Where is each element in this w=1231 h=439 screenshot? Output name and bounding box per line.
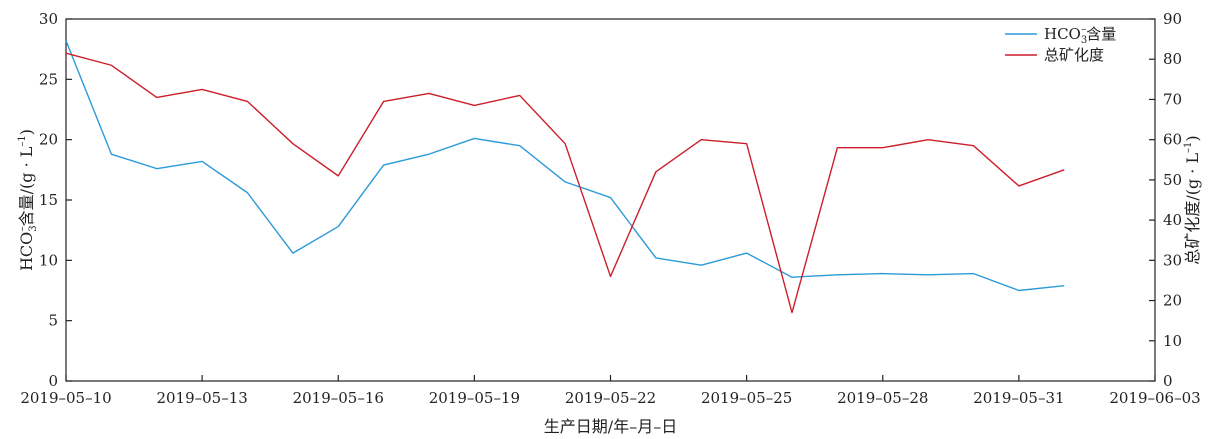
plot-frame [65,18,1156,382]
y-right-tick-label: 10 [1163,332,1182,350]
y-left-tick-label: 5 [48,312,58,330]
y-left-tick-label: 30 [39,10,58,28]
legend-label: 总矿化度 [1044,46,1104,64]
x-tick-label: 2019–05–19 [429,389,520,407]
x-tick-label: 2019–06–03 [1109,389,1200,407]
x-tick-label: 2019–05–10 [20,389,111,407]
y-left-tick-label: 0 [48,372,58,390]
x-axis-title: 生产日期/年–月–日 [544,417,677,436]
x-tick-label: 2019–05–31 [973,389,1064,407]
axes-group: 0 5 10 15 20 25 30 0 10 20 30 40 50 60 70 80 90 2019–05–1… [20,10,1200,407]
y-left-axis-title: HCO3–含量/(g · L–1) [17,129,39,271]
y-right-tick-label: 30 [1163,251,1182,269]
y-right-tick-label: 90 [1163,10,1182,28]
y-right-tick-label: 20 [1163,292,1182,310]
y-right-tick-label: 70 [1163,90,1182,108]
axis-titles: 生产日期/年–月–日 HCO3–含量/(g · L–1) 总矿化度/(g · L–1… [17,129,1202,436]
y-right-tick-label: 60 [1163,131,1182,149]
y-right-axis-title: 总矿化度/(g · L–1) [1183,135,1202,264]
y-right-tick-label: 0 [1163,372,1173,390]
y-right-tick-label: 50 [1163,171,1182,189]
y-left-tick-label: 15 [39,191,58,209]
series-line-tds [65,52,1065,314]
y-left-tick-label: 25 [39,70,58,88]
y-right-tick-label: 40 [1163,211,1182,229]
x-tick-label: 2019–05–28 [837,389,928,407]
x-tick-label: 2019–05–22 [565,389,656,407]
x-tick-label: 2019–05–16 [293,389,384,407]
legend-label: HCO3–含量 [1044,24,1116,46]
y-left-tick-label: 20 [39,131,58,149]
series-line-hco3 [65,40,1065,292]
y-left-tick-label: 10 [39,251,58,269]
series-group [65,40,1065,314]
x-tick-label: 2019–05–25 [701,389,792,407]
y-right-tick-label: 80 [1163,50,1182,68]
x-tick-label: 2019–05–13 [156,389,247,407]
